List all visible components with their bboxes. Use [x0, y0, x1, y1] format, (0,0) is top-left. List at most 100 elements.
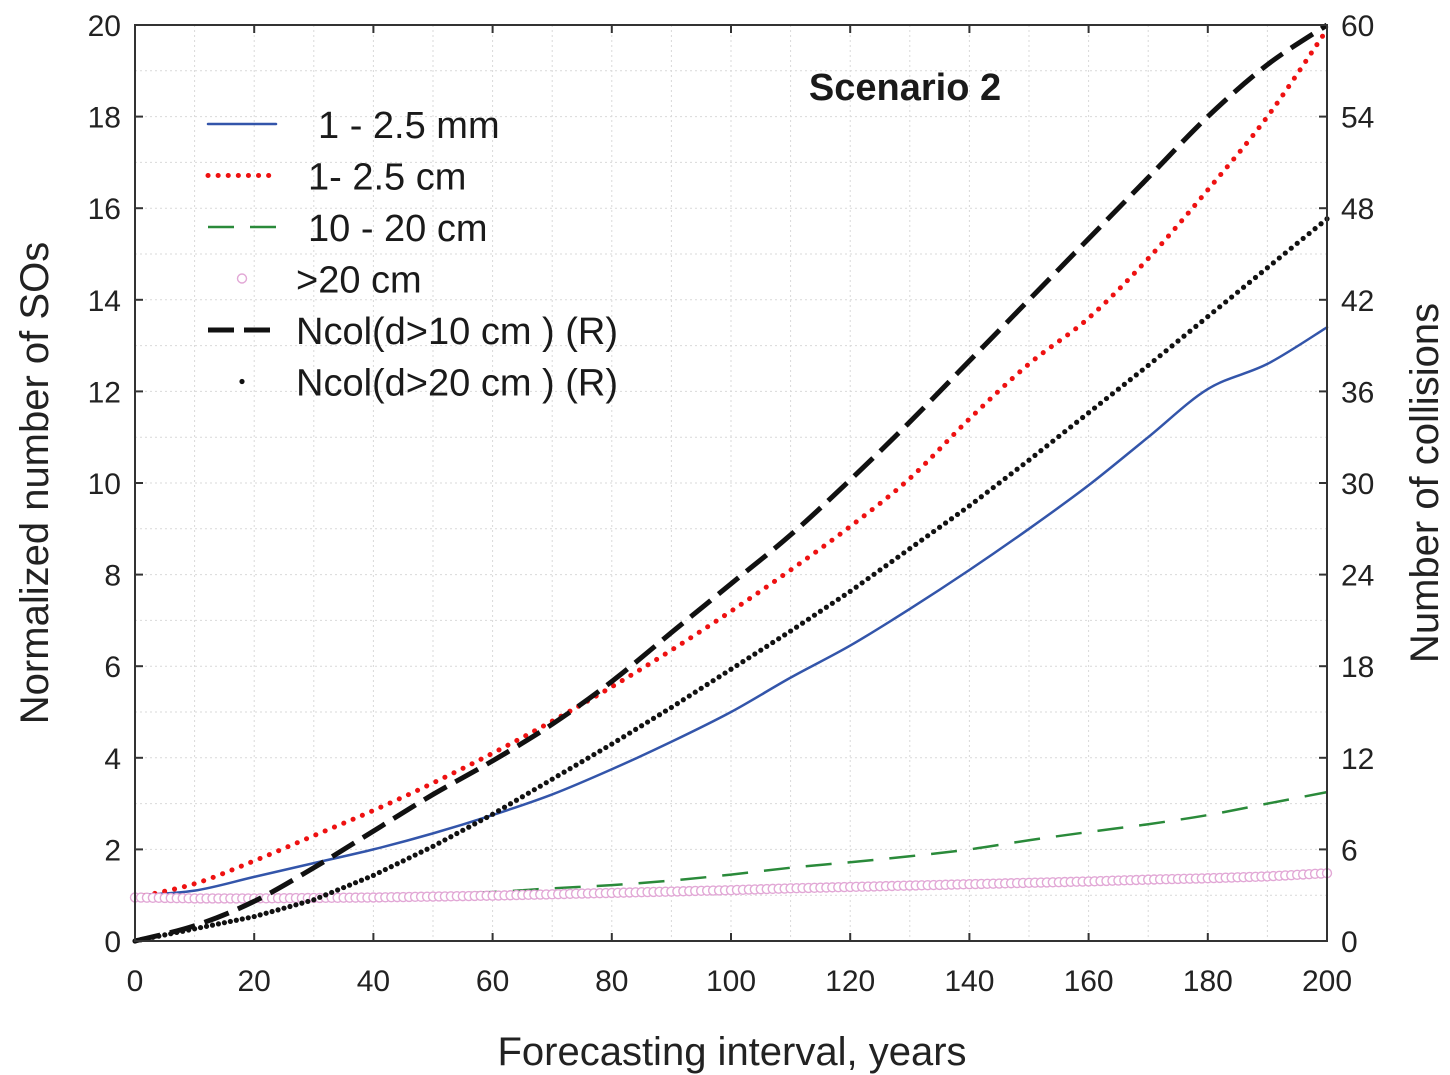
series-6-point [680, 697, 686, 703]
series-6-point [156, 933, 162, 939]
legend-entry: >20 cm [236, 260, 422, 302]
series-6-point [788, 628, 794, 634]
series-6-point [388, 864, 394, 870]
series-6-point [501, 804, 508, 810]
series-6-point [734, 662, 740, 669]
legend: 1 - 2.5 mm 1- 2.5 cm 10 - 20 cm >20 cm Ncol(… [205, 105, 618, 405]
series-6-point [305, 898, 311, 905]
series-6-point [722, 670, 728, 676]
series-6-point [984, 489, 990, 495]
series-1-line [133, 326, 1329, 897]
series-6-point [1240, 284, 1247, 290]
y2-tick-label: 6 [1341, 834, 1358, 867]
series-6-point [1264, 265, 1270, 271]
series-6-point [1252, 274, 1259, 281]
series-6-markers [132, 216, 1330, 944]
series-6-point [728, 666, 734, 672]
legend-label: 1 - 2.5 mm [318, 105, 500, 147]
series-6-point [341, 884, 347, 891]
series-6-point [1217, 304, 1223, 310]
series-6-point [317, 894, 323, 900]
series-6-point [472, 821, 478, 827]
series-2-line [132, 27, 1330, 900]
series-6-point [1044, 443, 1050, 449]
series-6-point [1235, 289, 1241, 295]
legend-marker [236, 273, 248, 284]
series-6-point [674, 701, 680, 707]
series-6-point [448, 834, 454, 840]
series-6-point [686, 693, 692, 699]
series-6-point [937, 524, 943, 530]
series-6-point [931, 528, 937, 535]
series-6-point [281, 905, 287, 911]
series-6-point [633, 726, 639, 733]
series-6-point [1038, 448, 1044, 454]
series-6-point [370, 872, 376, 878]
series-6-point [1115, 386, 1121, 392]
series-6-point [192, 926, 198, 932]
series-6-point [537, 783, 543, 789]
series-6-point [412, 852, 418, 858]
series-6-point [239, 916, 245, 922]
series-6-point [889, 558, 895, 565]
series-6-point [442, 837, 448, 843]
legend-entry: Ncol(d>20 cm ) (R) [239, 363, 618, 405]
series-6-point [1026, 457, 1032, 463]
series-6-point [782, 632, 788, 638]
series-6-point [1157, 353, 1163, 359]
y-tick-label: 14 [88, 285, 121, 318]
series-6-point [692, 689, 698, 695]
series-6-point [418, 849, 424, 855]
series-6-point [793, 624, 800, 630]
series-6-point [186, 927, 192, 933]
series-6-point [770, 639, 776, 646]
scenario-annotation: Scenario 2 [809, 67, 1001, 109]
series-6-point [1175, 338, 1181, 344]
legend-entry: Ncol(d>10 cm ) (R) [208, 311, 618, 353]
series-6-point [430, 843, 436, 849]
axis-ticks: 0 20 40 60 80 100 120 140 160 180 2000246810121416… [88, 10, 1375, 998]
series-6-point [1145, 362, 1151, 369]
series-6-point [329, 889, 335, 896]
series-6-point [948, 516, 955, 522]
series-6-point [352, 880, 359, 886]
series-6-point [668, 704, 675, 711]
series-6-point [740, 659, 746, 665]
series-6-point [972, 498, 978, 504]
series-6-point [1288, 245, 1294, 251]
series-5-line [134, 22, 1329, 944]
series-6-point [424, 846, 430, 852]
series-6-point [662, 708, 669, 714]
series-6-point [507, 801, 514, 807]
series-6-point [555, 773, 561, 779]
series-6-point [1086, 410, 1092, 416]
y-tick-label: 6 [104, 651, 121, 684]
series-6-point [895, 554, 901, 560]
series-6-point [543, 780, 549, 786]
series-6-point [615, 737, 621, 743]
series-6-point [180, 928, 186, 934]
y2-tick-label: 36 [1341, 376, 1374, 409]
x-tick-label: 180 [1183, 965, 1233, 998]
series-6-point [293, 902, 299, 908]
series-6-point [716, 674, 722, 680]
x-tick-label: 40 [357, 965, 390, 998]
x-tick-label: 60 [476, 965, 509, 998]
series-6-point [1318, 221, 1324, 227]
y-tick-label: 18 [88, 102, 121, 135]
series-6-point [1258, 270, 1265, 276]
plot-series [129, 22, 1333, 944]
series-6-point [1282, 250, 1288, 256]
series-6-point [942, 520, 949, 526]
series-6-point [835, 596, 841, 602]
series-6-point [382, 866, 388, 873]
series-6-point [346, 882, 353, 888]
series-6-point [1181, 333, 1187, 339]
y-tick-label: 10 [88, 468, 121, 501]
series-4-markers [129, 868, 1333, 904]
x-tick-label: 100 [706, 965, 756, 998]
legend-entry: 1- 2.5 cm [205, 157, 466, 199]
series-6-point [1139, 367, 1145, 373]
x-tick-label: 160 [1064, 965, 1114, 998]
series-6-point [871, 571, 877, 577]
